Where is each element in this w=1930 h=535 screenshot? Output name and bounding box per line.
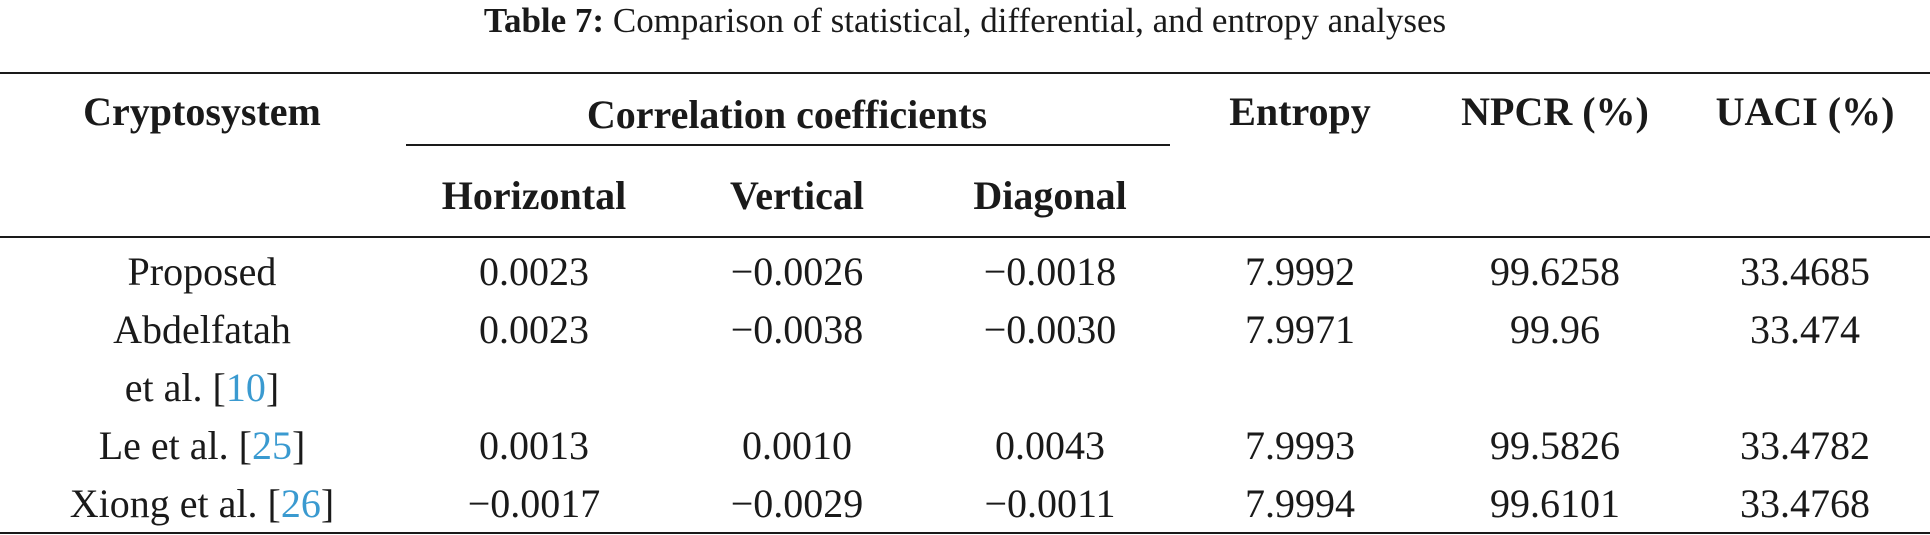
cell-cryptosystem: Abdelfatah bbox=[0, 300, 404, 358]
cell-cryptosystem-line2: et al. [10] bbox=[0, 358, 404, 416]
cell-horizontal: 0.0013 bbox=[479, 422, 589, 468]
header-diagonal: Diagonal bbox=[973, 172, 1127, 218]
cell-horizontal: 0.0023 bbox=[479, 248, 589, 294]
cell-npcr: 99.6258 bbox=[1490, 248, 1621, 294]
table-caption-label: Table 7: bbox=[483, 1, 605, 40]
reference-close: ] bbox=[291, 422, 306, 468]
cell-diagonal: −0.0030 bbox=[983, 306, 1117, 352]
header-cryptosystem: Cryptosystem bbox=[83, 89, 321, 134]
header-npcr: NPCR (%) bbox=[1461, 89, 1649, 134]
table-row: Proposed 0.0023 −0.0026 −0.0018 7.9992 9… bbox=[0, 237, 1930, 300]
cell-uaci: 33.474 bbox=[1750, 306, 1861, 352]
reference-link[interactable]: 10 bbox=[225, 364, 266, 410]
cell-vertical: −0.0038 bbox=[730, 306, 864, 352]
cell-npcr: 99.5826 bbox=[1490, 422, 1621, 468]
table-row: Abdelfatah 0.0023 −0.0038 −0.0030 7.9971… bbox=[0, 300, 1930, 358]
cell-diagonal: −0.0018 bbox=[983, 248, 1117, 294]
cell-uaci: 33.4685 bbox=[1740, 248, 1871, 294]
cryptosystem-name: Abdelfatah bbox=[113, 306, 291, 352]
header-entropy: Entropy bbox=[1229, 89, 1371, 134]
cell-vertical: −0.0029 bbox=[730, 480, 864, 526]
cryptosystem-name: Le et al. [ bbox=[98, 422, 252, 468]
cell-vertical: −0.0026 bbox=[730, 248, 864, 294]
header-uaci: UACI (%) bbox=[1715, 89, 1895, 134]
cryptosystem-name: Proposed bbox=[127, 248, 277, 294]
table-body: Proposed 0.0023 −0.0026 −0.0018 7.9992 9… bbox=[0, 237, 1930, 533]
cryptosystem-name: Xiong et al. [ bbox=[69, 480, 281, 526]
cell-entropy: 7.9992 bbox=[1245, 248, 1356, 294]
cell-horizontal: 0.0023 bbox=[479, 306, 589, 352]
reference-close: ] bbox=[320, 480, 335, 526]
table-row: Le et al. [25] 0.0013 0.0010 0.0043 7.99… bbox=[0, 416, 1930, 474]
cell-vertical: 0.0010 bbox=[742, 422, 852, 468]
table-row: Xiong et al. [26] −0.0017 −0.0029 −0.001… bbox=[0, 474, 1930, 533]
reference-link[interactable]: 25 bbox=[251, 422, 292, 468]
cell-uaci: 33.4782 bbox=[1740, 422, 1871, 468]
cell-cryptosystem: Xiong et al. [26] bbox=[0, 474, 404, 533]
comparison-table: Cryptosystem Correlation coefficients En… bbox=[0, 72, 1930, 534]
cell-entropy: 7.9994 bbox=[1245, 480, 1356, 526]
cell-uaci: 33.4768 bbox=[1740, 480, 1871, 526]
table-row-continuation: et al. [10] bbox=[0, 358, 1930, 416]
cell-cryptosystem: Le et al. [25] bbox=[0, 416, 404, 474]
cell-diagonal: 0.0043 bbox=[995, 422, 1105, 468]
cell-npcr: 99.96 bbox=[1510, 306, 1601, 352]
table-caption: Table 7: Comparison of statistical, diff… bbox=[0, 0, 1930, 42]
header-vertical: Vertical bbox=[729, 172, 865, 218]
header-correlation-coefficients: Correlation coefficients bbox=[586, 91, 988, 137]
header-horizontal: Horizontal bbox=[441, 172, 627, 218]
cell-horizontal: −0.0017 bbox=[467, 480, 601, 526]
correlation-group-rule bbox=[406, 144, 1170, 146]
cell-entropy: 7.9971 bbox=[1245, 306, 1356, 352]
cryptosystem-name-line2: et al. [ bbox=[124, 364, 226, 410]
cell-entropy: 7.9993 bbox=[1245, 422, 1356, 468]
cell-cryptosystem: Proposed bbox=[0, 237, 404, 300]
table-header: Cryptosystem Correlation coefficients En… bbox=[0, 73, 1930, 237]
table-caption-text: Comparison of statistical, differential,… bbox=[612, 1, 1447, 40]
cell-npcr: 99.6101 bbox=[1490, 480, 1621, 526]
reference-link[interactable]: 26 bbox=[280, 480, 321, 526]
reference-close: ] bbox=[265, 364, 280, 410]
cell-diagonal: −0.0011 bbox=[984, 480, 1116, 526]
